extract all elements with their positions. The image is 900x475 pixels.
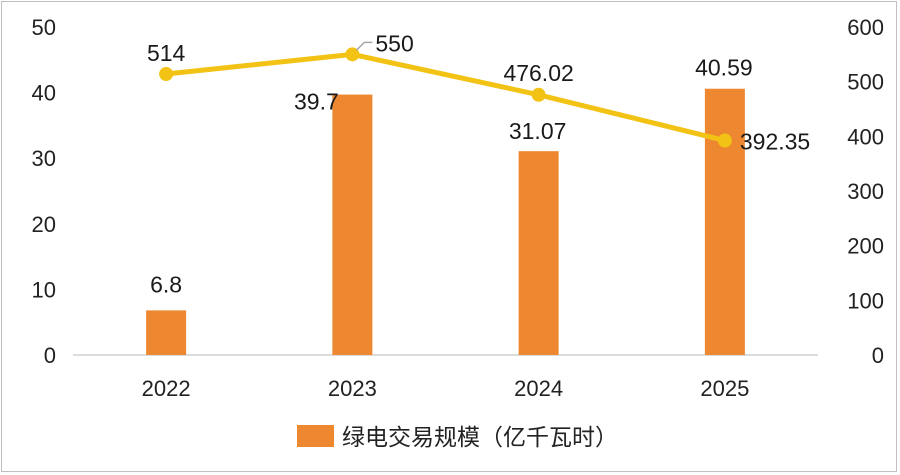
right-tick-label: 200	[847, 234, 884, 259]
right-tick-label: 0	[872, 343, 884, 368]
bar	[146, 310, 187, 355]
x-axis-ticks: 2022 2023 2024 2025	[142, 376, 750, 401]
bar	[704, 88, 745, 355]
line-value-label: 476.02	[503, 60, 573, 86]
right-tick-label: 600	[847, 15, 884, 40]
right-tick-label: 500	[847, 70, 884, 95]
line-path	[165, 51, 726, 143]
line-value-label: 514	[147, 40, 186, 66]
bar-value-label: 40.59	[695, 55, 753, 81]
x-tick-label: 2022	[142, 376, 191, 401]
line-point	[717, 133, 732, 148]
right-axis-ticks: 0 100 200 300 400 500 600	[847, 15, 884, 368]
bar-value-label: 6.8	[150, 271, 182, 297]
line-value-label: 550	[375, 30, 413, 56]
left-tick-label: 10	[32, 277, 56, 302]
legend-label: 绿电交易规模（亿千瓦时）	[342, 425, 618, 451]
label-leader-line	[355, 41, 373, 51]
x-tick-label: 2025	[700, 376, 749, 401]
right-tick-label: 100	[847, 288, 884, 313]
left-axis-ticks: 0 10 20 30 40 50	[32, 15, 56, 368]
left-tick-label: 50	[32, 15, 56, 40]
line-value-label: 392.35	[740, 129, 810, 155]
line-series	[159, 47, 732, 148]
line-point	[531, 87, 546, 102]
left-tick-label: 20	[32, 212, 56, 237]
right-tick-label: 300	[847, 179, 884, 204]
bar-series	[146, 88, 745, 356]
x-tick-label: 2024	[514, 376, 563, 401]
left-tick-label: 40	[32, 81, 56, 106]
line-point	[345, 47, 360, 62]
right-tick-label: 400	[847, 124, 884, 149]
left-tick-label: 0	[44, 343, 56, 368]
legend: 绿电交易规模（亿千瓦时）	[297, 425, 618, 451]
data-labels: 6.8 39.7 31.07 40.59 514 550 476.02 392.35	[147, 30, 810, 297]
bar-value-label: 31.07	[509, 118, 567, 144]
bar	[518, 151, 559, 355]
legend-swatch	[297, 425, 334, 447]
bar	[332, 94, 373, 356]
bar-value-label: 39.7	[294, 89, 339, 115]
line-point	[159, 67, 174, 82]
left-tick-label: 30	[32, 146, 56, 171]
x-tick-label: 2023	[328, 376, 377, 401]
